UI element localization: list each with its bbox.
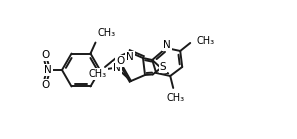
Text: N: N: [44, 65, 52, 75]
Text: CH₃: CH₃: [89, 69, 107, 79]
Text: O: O: [41, 80, 49, 90]
Text: N: N: [126, 52, 134, 62]
Text: CH₃: CH₃: [166, 93, 184, 103]
Text: N: N: [163, 40, 171, 50]
Text: CH₃: CH₃: [196, 36, 214, 46]
Text: N: N: [113, 63, 121, 73]
Text: CH₃: CH₃: [97, 28, 116, 38]
Text: O: O: [116, 56, 124, 66]
Text: O: O: [41, 50, 49, 60]
Text: S: S: [159, 62, 166, 72]
